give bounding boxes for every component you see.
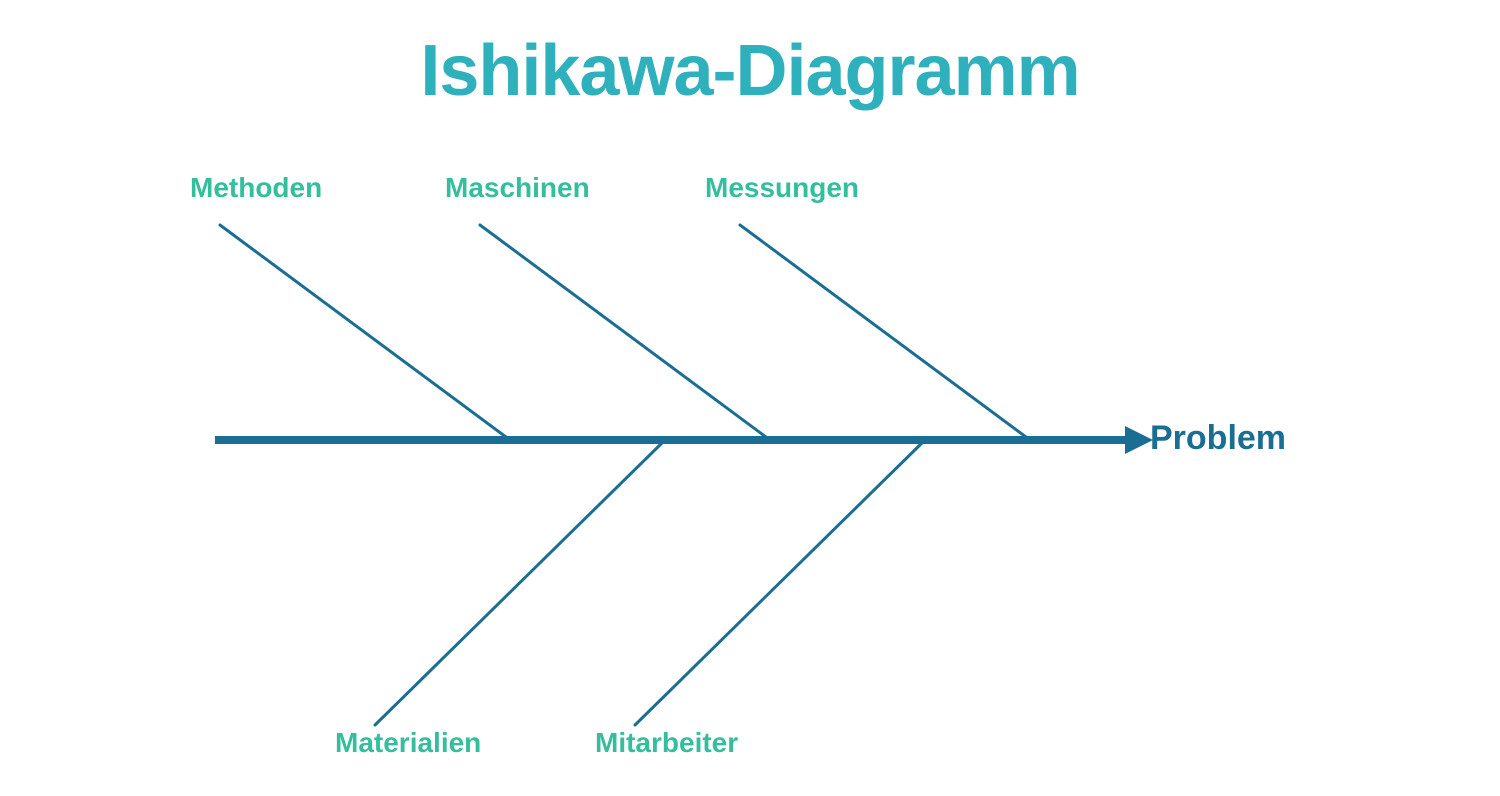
effect-label: Problem: [1150, 419, 1286, 458]
spine-arrowhead: [1125, 426, 1153, 454]
category-label-top-1: Maschinen: [445, 172, 590, 204]
fishbone-svg: [0, 0, 1500, 796]
bones-group: [220, 225, 1030, 725]
bone-bottom-0: [375, 440, 665, 725]
category-label-bottom-0: Materialien: [335, 727, 481, 759]
bone-top-2: [740, 225, 1030, 440]
category-label-top-0: Methoden: [190, 172, 322, 204]
ishikawa-diagram: Ishikawa-Diagramm Methoden Maschinen Mes…: [0, 0, 1500, 796]
category-label-top-2: Messungen: [705, 172, 859, 204]
bone-bottom-1: [635, 440, 925, 725]
bone-top-0: [220, 225, 510, 440]
spine-group: [215, 426, 1153, 454]
bone-top-1: [480, 225, 770, 440]
category-label-bottom-1: Mitarbeiter: [595, 727, 738, 759]
